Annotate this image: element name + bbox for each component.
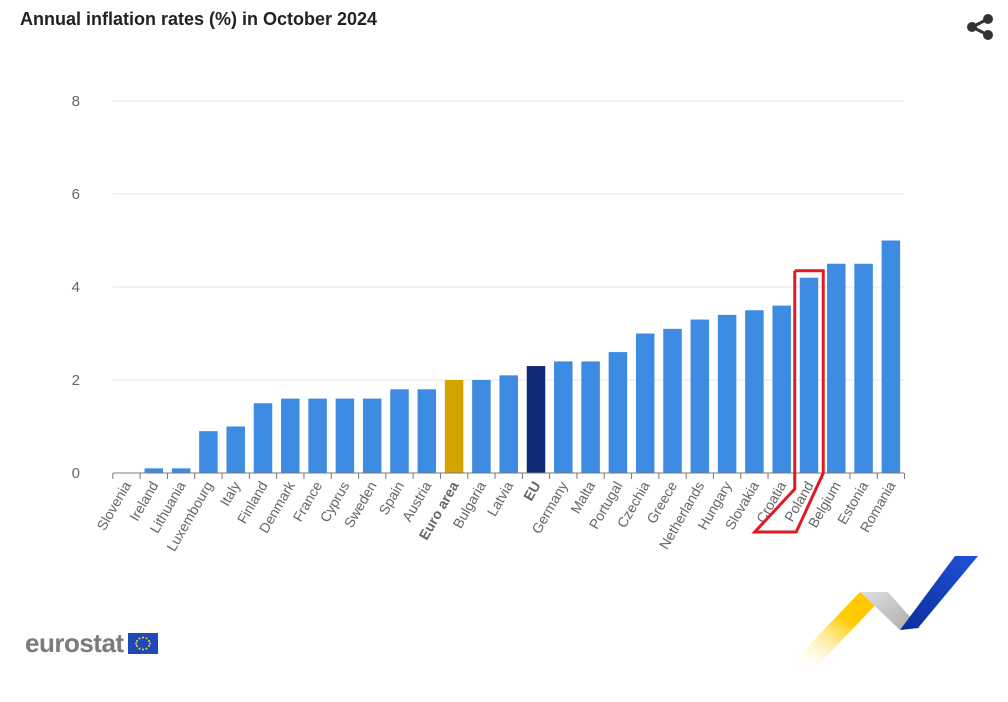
y-tick-label: 2 <box>72 372 80 389</box>
bar <box>608 352 628 473</box>
bar <box>799 277 819 473</box>
bar <box>717 314 737 473</box>
bar <box>335 398 355 473</box>
bar <box>635 333 655 473</box>
bar <box>417 389 437 473</box>
bar <box>171 468 191 473</box>
bar <box>362 398 382 473</box>
bar <box>144 468 164 473</box>
chart-title: Annual inflation rates (%) in October 20… <box>20 9 378 29</box>
y-tick-label: 4 <box>72 279 80 296</box>
eurostat-decoration <box>790 556 978 665</box>
bar <box>827 263 846 473</box>
bar <box>526 366 546 473</box>
x-tick-label: Slovenia <box>93 478 134 533</box>
bar <box>881 240 901 473</box>
bar <box>308 398 327 473</box>
bar <box>663 328 682 473</box>
bar <box>472 380 491 473</box>
y-tick-label: 0 <box>72 465 80 482</box>
bar <box>581 361 600 473</box>
bar <box>390 389 409 473</box>
y-tick-label: 6 <box>72 186 80 203</box>
eurostat-logo: eurostat <box>25 628 158 659</box>
bar <box>690 319 710 473</box>
bar <box>253 403 273 473</box>
bar <box>444 380 464 473</box>
logo-text: eurostat <box>25 628 124 658</box>
bar <box>199 431 218 473</box>
bar <box>226 426 245 473</box>
y-tick-label: 8 <box>72 93 80 110</box>
share-icon[interactable] <box>962 10 996 44</box>
bar <box>281 398 300 473</box>
x-tick-label: Latvia <box>484 478 517 519</box>
bar <box>854 263 873 473</box>
bar <box>499 375 518 473</box>
bar <box>745 310 764 473</box>
bar <box>554 361 573 473</box>
highlight-box <box>751 269 825 534</box>
bar <box>772 305 791 473</box>
x-tick-label: Italy <box>217 479 244 509</box>
x-tick-label: EU <box>520 479 544 504</box>
eu-flag-icon <box>127 633 158 654</box>
